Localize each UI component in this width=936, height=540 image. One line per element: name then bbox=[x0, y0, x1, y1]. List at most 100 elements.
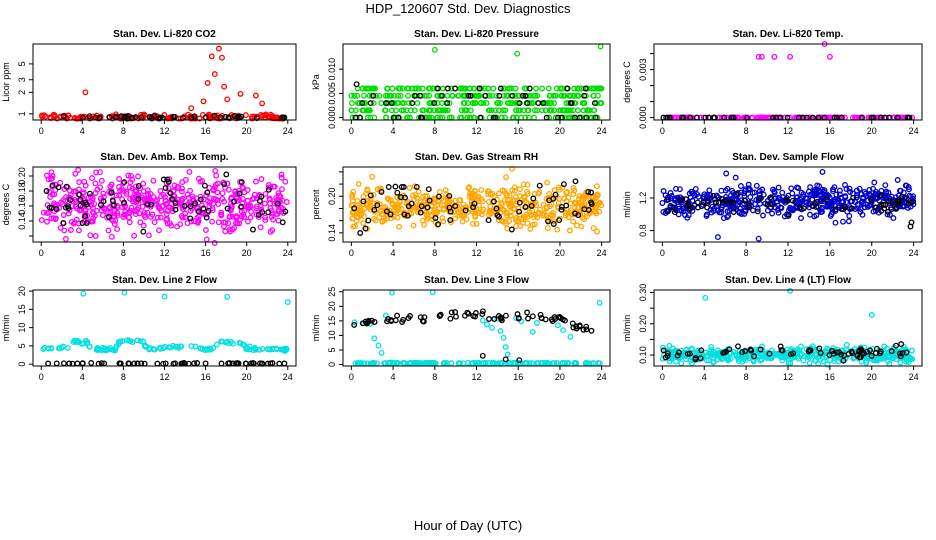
data-point bbox=[91, 212, 98, 219]
data-point bbox=[516, 208, 523, 215]
data-point-outlier bbox=[371, 335, 378, 342]
data-point bbox=[397, 92, 404, 99]
data-point bbox=[267, 111, 274, 118]
data-point-outlier bbox=[62, 236, 69, 242]
data-point bbox=[99, 212, 106, 219]
data-point bbox=[595, 360, 602, 366]
data-point bbox=[462, 107, 469, 114]
data-point bbox=[248, 208, 255, 215]
data-point bbox=[247, 214, 254, 221]
data-point bbox=[191, 113, 198, 120]
data-points bbox=[659, 168, 917, 242]
data-point bbox=[120, 180, 127, 187]
data-point bbox=[581, 92, 588, 99]
x-tick-label: 20 bbox=[867, 126, 877, 136]
data-point bbox=[550, 221, 557, 227]
data-point bbox=[398, 184, 405, 190]
x-tick-label: 0 bbox=[349, 248, 354, 258]
data-point bbox=[594, 228, 601, 235]
data-point bbox=[895, 192, 902, 199]
data-point bbox=[564, 107, 571, 114]
data-point bbox=[664, 208, 671, 215]
data-point bbox=[813, 212, 820, 219]
data-point bbox=[413, 183, 420, 190]
data-point bbox=[478, 100, 485, 107]
x-tick-label: 24 bbox=[597, 126, 607, 136]
x-tick-label: 12 bbox=[783, 372, 793, 382]
data-point bbox=[213, 341, 220, 348]
data-point bbox=[850, 194, 857, 201]
data-point bbox=[366, 92, 373, 99]
y-axis: 0 5 10 15 20 25 bbox=[327, 287, 343, 367]
data-point bbox=[664, 197, 670, 203]
data-point bbox=[359, 100, 366, 107]
data-point bbox=[905, 197, 912, 204]
data-point bbox=[884, 211, 891, 218]
data-point bbox=[116, 176, 123, 182]
data-point bbox=[129, 176, 136, 183]
data-point bbox=[446, 100, 453, 107]
x-tick-label: 16 bbox=[513, 372, 523, 382]
data-point-outlier bbox=[714, 234, 721, 241]
data-point bbox=[126, 184, 133, 191]
data-point bbox=[591, 100, 598, 107]
x-tick-label: 8 bbox=[744, 126, 749, 136]
data-point bbox=[113, 343, 120, 350]
data-point bbox=[736, 348, 743, 355]
data-point bbox=[125, 172, 132, 179]
data-point bbox=[704, 197, 711, 204]
data-point bbox=[590, 225, 597, 232]
x-tick-label: 4 bbox=[391, 248, 396, 258]
data-point bbox=[504, 225, 511, 232]
data-point-outlier bbox=[732, 174, 739, 181]
data-point bbox=[350, 201, 357, 208]
data-point bbox=[728, 199, 735, 206]
y-tick-label: 10 bbox=[17, 323, 27, 333]
data-point bbox=[807, 347, 814, 354]
data-point bbox=[868, 352, 875, 359]
data-point bbox=[747, 194, 754, 200]
data-point bbox=[489, 191, 496, 197]
data-point bbox=[114, 212, 121, 219]
data-point-outlier bbox=[560, 327, 567, 334]
y-axis-label: ml/min bbox=[1, 315, 11, 342]
data-point bbox=[756, 191, 763, 198]
data-point bbox=[673, 185, 679, 192]
x-tick-label: 20 bbox=[242, 372, 252, 382]
data-point bbox=[503, 220, 509, 227]
data-point bbox=[550, 209, 557, 216]
series-secondary bbox=[351, 308, 595, 364]
data-point bbox=[471, 200, 478, 207]
data-point bbox=[793, 194, 800, 201]
data-point bbox=[588, 189, 595, 196]
data-point bbox=[238, 203, 245, 210]
data-point-outlier bbox=[567, 333, 574, 340]
x-tick-label: 8 bbox=[121, 248, 126, 258]
data-point bbox=[66, 187, 73, 194]
data-point bbox=[221, 181, 228, 188]
data-point bbox=[451, 215, 458, 222]
data-point bbox=[399, 85, 406, 92]
data-point bbox=[537, 206, 544, 213]
y-axis: 0.14 0.20 bbox=[327, 171, 343, 242]
data-point bbox=[171, 182, 178, 189]
data-point bbox=[878, 192, 885, 199]
y-axis-label: ml/min bbox=[622, 191, 632, 218]
data-point bbox=[524, 188, 531, 195]
data-point bbox=[562, 360, 568, 367]
data-point bbox=[570, 107, 577, 114]
data-point bbox=[149, 211, 156, 218]
x-tick-label: 0 bbox=[349, 372, 354, 382]
data-point-outlier bbox=[819, 168, 826, 175]
y-tick-label: 1.2 bbox=[638, 192, 648, 205]
data-point bbox=[884, 208, 891, 215]
data-point bbox=[490, 198, 497, 205]
data-point bbox=[274, 200, 281, 207]
data-point bbox=[596, 208, 603, 215]
data-point bbox=[558, 92, 565, 99]
data-point bbox=[140, 188, 147, 195]
y-tick-label: 0.005 bbox=[327, 82, 337, 105]
data-point bbox=[581, 192, 588, 199]
data-point bbox=[394, 189, 401, 196]
